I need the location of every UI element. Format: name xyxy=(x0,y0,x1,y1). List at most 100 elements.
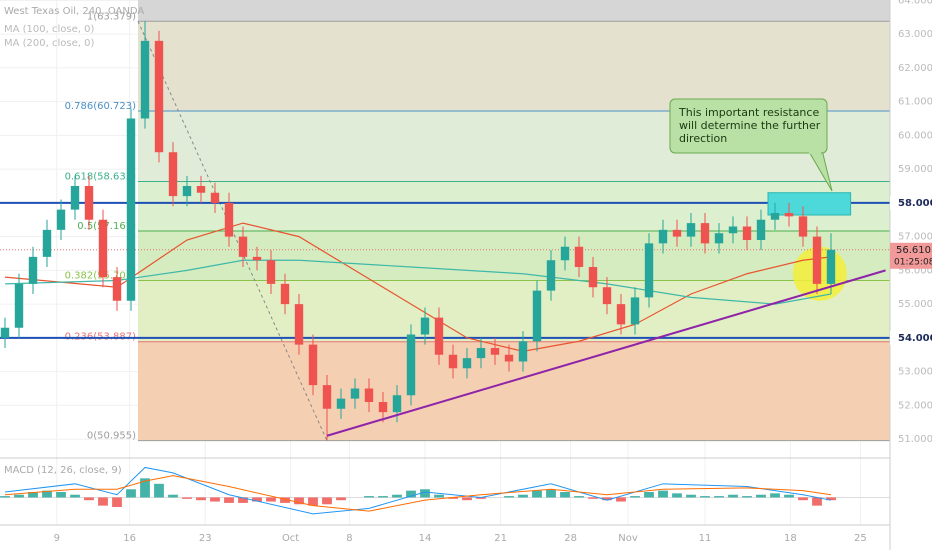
candle-body xyxy=(140,40,150,119)
macd-line xyxy=(4,475,832,512)
candle-body xyxy=(532,290,542,342)
x-tick-label: 21 xyxy=(494,533,507,544)
macd-histogram-bar xyxy=(280,497,290,503)
trendline xyxy=(326,269,886,437)
macd-histogram-bar xyxy=(378,496,388,498)
macd-histogram-bar xyxy=(644,492,654,498)
macd-line xyxy=(4,466,832,515)
candle-body xyxy=(588,266,598,288)
macd-histogram-bar xyxy=(700,496,710,498)
candle-body xyxy=(280,283,290,305)
fib-label: 0.786(60.723) xyxy=(65,101,137,112)
candle-body xyxy=(98,219,108,278)
macd-histogram-bar xyxy=(448,497,458,499)
candle-body xyxy=(560,246,570,261)
macd-histogram-bar xyxy=(476,497,486,499)
candle-body xyxy=(322,385,332,409)
macd-histogram-bar xyxy=(56,492,66,498)
x-tick-label: 16 xyxy=(123,533,136,544)
macd-histogram-bar xyxy=(392,494,402,498)
candle-body xyxy=(196,185,206,193)
candle-body xyxy=(602,287,612,305)
candle-body xyxy=(308,344,318,386)
hline-label: 58.000 xyxy=(898,198,932,209)
macd-histogram-bar xyxy=(714,496,724,498)
macd-histogram-bar xyxy=(266,497,276,502)
y-tick-label: 56.000 xyxy=(898,265,932,276)
candle-body xyxy=(350,388,360,399)
candle-body xyxy=(616,304,626,325)
macd-histogram-bar xyxy=(504,496,514,498)
y-tick-label: 60.000 xyxy=(898,130,932,141)
candle-body xyxy=(84,185,94,220)
macd-histogram-bar xyxy=(238,497,248,503)
y-tick-label: 62.000 xyxy=(898,63,932,74)
macd-histogram-bar xyxy=(126,489,136,498)
macd-histogram-bar xyxy=(560,492,570,498)
y-tick-label: 63.000 xyxy=(898,29,932,40)
macd-histogram-bar xyxy=(672,493,682,498)
x-tick-label: 8 xyxy=(346,533,352,544)
candle-body xyxy=(504,354,514,362)
x-tick-label: 23 xyxy=(199,533,212,544)
x-tick-label: 11 xyxy=(699,533,712,544)
macd-histogram-bar xyxy=(224,497,234,503)
candle-body xyxy=(518,341,528,362)
candle-body xyxy=(742,226,752,240)
candle-body xyxy=(798,216,808,237)
annotation-text: This important resistance xyxy=(678,106,819,119)
annotation-text: direction xyxy=(679,132,727,145)
candle-body xyxy=(210,192,220,203)
hline-label: 54.000 xyxy=(898,333,932,344)
indicator-label: MA (200, close, 0) xyxy=(4,38,94,49)
candle-body xyxy=(784,212,794,217)
candle-body xyxy=(0,327,10,338)
annotation-text: will determine the further xyxy=(679,119,821,132)
candle-body xyxy=(112,277,122,301)
candle-body xyxy=(728,226,738,234)
macd-histogram-bar xyxy=(812,497,822,506)
chart-title: West Texas Oil, 240, OANDA xyxy=(4,6,144,17)
candle-body xyxy=(672,229,682,237)
fib-band xyxy=(137,280,891,342)
moving-average xyxy=(4,222,832,352)
macd-histogram-bar xyxy=(462,497,472,501)
candle-body xyxy=(56,209,66,230)
countdown-label: 01:25:08 xyxy=(894,257,932,267)
candle-body xyxy=(364,388,374,403)
callout-box xyxy=(669,98,828,154)
macd-histogram-bar xyxy=(98,497,108,506)
candle-body xyxy=(812,236,822,284)
macd-histogram-bar xyxy=(518,494,528,498)
macd-histogram-bar xyxy=(196,497,206,501)
macd-title: MACD (12, 26, close, 9) xyxy=(4,465,122,476)
y-tick-label: 51.000 xyxy=(898,434,932,445)
candle-body xyxy=(630,297,640,325)
macd-histogram-bar xyxy=(574,496,584,498)
macd-histogram-bar xyxy=(630,496,640,498)
macd-histogram-bar xyxy=(252,497,262,502)
x-tick-label: 14 xyxy=(419,533,432,544)
y-tick-label: 53.000 xyxy=(898,367,932,378)
x-tick-label: 25 xyxy=(854,533,867,544)
candle-body xyxy=(420,317,430,335)
macd-histogram-bar xyxy=(756,494,766,498)
candle-body xyxy=(462,358,472,369)
candle-body xyxy=(168,152,178,197)
candle-body xyxy=(14,283,24,328)
macd-histogram-bar xyxy=(434,494,444,498)
fib-top-band xyxy=(137,0,891,22)
macd-histogram-bar xyxy=(42,490,52,498)
fib-label: 0(50.955) xyxy=(87,431,136,442)
x-tick-label: Nov xyxy=(618,533,638,544)
macd-histogram-bar xyxy=(210,497,220,502)
y-tick-label: 57.000 xyxy=(898,232,932,243)
macd-histogram-bar xyxy=(70,494,80,498)
candle-body xyxy=(406,334,416,396)
x-tick-label: 9 xyxy=(54,533,60,544)
y-tick-label: 52.000 xyxy=(898,400,932,411)
x-tick-label: 18 xyxy=(784,533,797,544)
macd-histogram-bar xyxy=(602,497,612,501)
candle-body xyxy=(434,317,444,355)
macd-histogram-bar xyxy=(336,497,346,501)
